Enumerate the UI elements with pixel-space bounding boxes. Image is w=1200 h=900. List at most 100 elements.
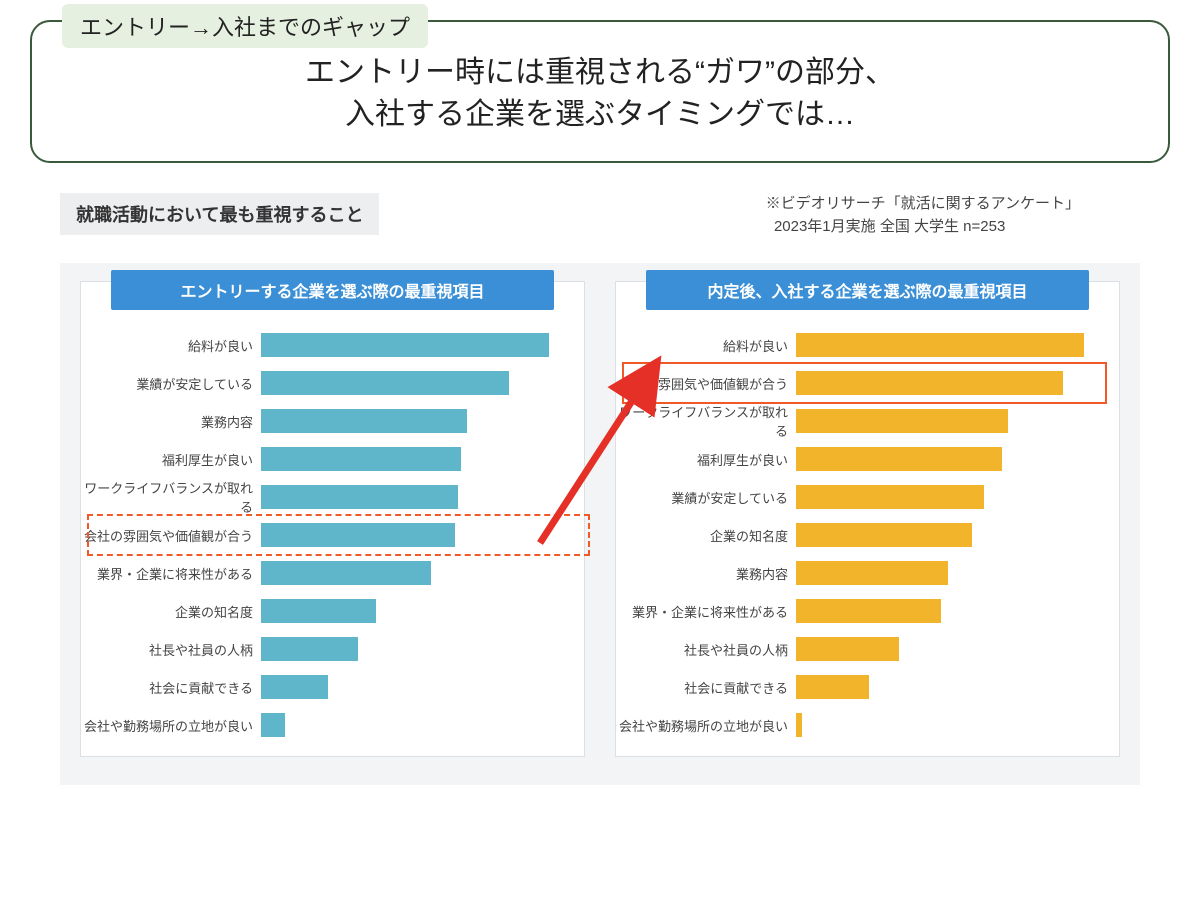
header-tag: エントリー→入社までのギャップ (62, 4, 428, 48)
bar-label: 企業の知名度 (616, 526, 796, 545)
bar-row: 給料が良い (616, 328, 1119, 362)
bar-label: 社長や社員の人柄 (616, 640, 796, 659)
bar-row: 社長や社員の人柄 (81, 632, 584, 666)
bar-track (796, 409, 1099, 433)
bar-label: 業界・企業に将来性がある (81, 564, 261, 583)
bar-track (261, 637, 564, 661)
bar-row: 会社や勤務場所の立地が良い (81, 708, 584, 742)
bar-track (261, 409, 564, 433)
bar-fill (796, 561, 948, 585)
bar-label: 企業の知名度 (81, 602, 261, 621)
bar-fill (261, 713, 285, 737)
bar-track (796, 371, 1099, 395)
bar-track (796, 675, 1099, 699)
bar-track (261, 561, 564, 585)
bar-row: 給料が良い (81, 328, 584, 362)
bar-fill (796, 409, 1008, 433)
chart-title-offer: 内定後、入社する企業を選ぶ際の最重視項目 (646, 270, 1089, 310)
bar-fill (796, 333, 1084, 357)
bar-row: 業績が安定している (616, 480, 1119, 514)
bar-fill (261, 371, 509, 395)
bar-track (796, 523, 1099, 547)
bar-fill (261, 599, 376, 623)
bar-row: 業務内容 (616, 556, 1119, 590)
bar-label: 会社や勤務場所の立地が良い (616, 716, 796, 735)
bar-fill (261, 561, 431, 585)
bar-label: 社長や社員の人柄 (81, 640, 261, 659)
bar-row: 会社や勤務場所の立地が良い (616, 708, 1119, 742)
bar-fill (796, 485, 984, 509)
bar-label: 会社の雰囲気や価値観が合う (81, 526, 261, 545)
bar-fill (261, 523, 455, 547)
bar-row: 業界・企業に将来性がある (616, 594, 1119, 628)
bar-label: 業績が安定している (81, 374, 261, 393)
subhead: 就職活動において最も重視すること (60, 193, 379, 235)
subhead-row: 就職活動において最も重視すること ※ビデオリサーチ「就活に関するアンケート」 2… (60, 193, 1140, 238)
bar-track (796, 637, 1099, 661)
bar-label: 業績が安定している (616, 488, 796, 507)
bar-fill (261, 637, 358, 661)
bar-track (261, 523, 564, 547)
bar-fill (796, 637, 899, 661)
bar-label: 福利厚生が良い (81, 450, 261, 469)
bar-row: 会社の雰囲気や価値観が合う (616, 366, 1119, 400)
bar-track (796, 713, 1099, 737)
bar-track (261, 333, 564, 357)
bar-label: ワークライフバランスが取れる (616, 402, 796, 440)
bar-track (261, 713, 564, 737)
bar-row: 会社の雰囲気や価値観が合う (81, 518, 584, 552)
bar-fill (796, 599, 941, 623)
bar-track (261, 371, 564, 395)
source-note: ※ビデオリサーチ「就活に関するアンケート」 2023年1月実施 全国 大学生 n… (766, 193, 1080, 238)
bar-track (261, 485, 564, 509)
bar-label: 会社や勤務場所の立地が良い (81, 716, 261, 735)
bar-fill (261, 333, 549, 357)
bar-fill (796, 713, 802, 737)
bar-row: 福利厚生が良い (81, 442, 584, 476)
bar-row: 業界・企業に将来性がある (81, 556, 584, 590)
bar-label: 福利厚生が良い (616, 450, 796, 469)
source-line-2: 2023年1月実施 全国 大学生 n=253 (774, 218, 1005, 235)
bar-track (261, 447, 564, 471)
bar-label: 業務内容 (616, 564, 796, 583)
bar-label: 業務内容 (81, 412, 261, 431)
bar-row: ワークライフバランスが取れる (616, 404, 1119, 438)
bar-label: 給料が良い (81, 336, 261, 355)
bar-row: 社長や社員の人柄 (616, 632, 1119, 666)
bar-label: ワークライフバランスが取れる (81, 478, 261, 516)
bar-label: 社会に貢献できる (81, 678, 261, 697)
bar-fill (261, 485, 458, 509)
bar-row: 社会に貢献できる (81, 670, 584, 704)
bar-row: 業務内容 (81, 404, 584, 438)
headline-line-2: 入社する企業を選ぶタイミングでは… (345, 98, 855, 131)
bar-fill (796, 447, 1002, 471)
bar-label: 会社の雰囲気や価値観が合う (616, 374, 796, 393)
charts-container: エントリーする企業を選ぶ際の最重視項目 給料が良い業績が安定している業務内容福利… (60, 263, 1140, 785)
header-box: エントリー→入社までのギャップ エントリー時には重視される“ガワ”の部分、 入社… (30, 20, 1170, 163)
bar-fill (796, 371, 1063, 395)
bar-row: 業績が安定している (81, 366, 584, 400)
bar-track (796, 561, 1099, 585)
bar-track (261, 675, 564, 699)
bar-row: 企業の知名度 (616, 518, 1119, 552)
bar-row: 福利厚生が良い (616, 442, 1119, 476)
chart-panel-offer: 内定後、入社する企業を選ぶ際の最重視項目 給料が良い会社の雰囲気や価値観が合うワ… (615, 281, 1120, 757)
headline-line-1: エントリー時には重視される“ガワ”の部分、 (305, 56, 895, 89)
bar-label: 給料が良い (616, 336, 796, 355)
bar-track (796, 333, 1099, 357)
chart-title-entry: エントリーする企業を選ぶ際の最重視項目 (111, 270, 554, 310)
bar-row: 社会に貢献できる (616, 670, 1119, 704)
bar-label: 社会に貢献できる (616, 678, 796, 697)
bar-track (796, 485, 1099, 509)
bar-fill (796, 675, 869, 699)
bar-fill (261, 447, 461, 471)
bar-fill (261, 409, 467, 433)
bar-label: 業界・企業に将来性がある (616, 602, 796, 621)
headline: エントリー時には重視される“ガワ”の部分、 入社する企業を選ぶタイミングでは… (72, 52, 1128, 136)
bar-track (796, 599, 1099, 623)
chart-panel-entry: エントリーする企業を選ぶ際の最重視項目 給料が良い業績が安定している業務内容福利… (80, 281, 585, 757)
bar-row: ワークライフバランスが取れる (81, 480, 584, 514)
source-line-1: ※ビデオリサーチ「就活に関するアンケート」 (766, 195, 1080, 212)
bar-track (261, 599, 564, 623)
bar-fill (261, 675, 328, 699)
